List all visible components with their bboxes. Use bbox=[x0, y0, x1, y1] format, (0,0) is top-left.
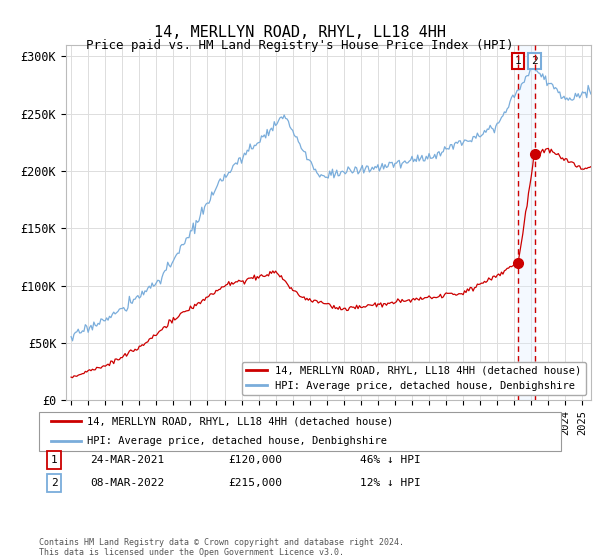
Text: Price paid vs. HM Land Registry's House Price Index (HPI): Price paid vs. HM Land Registry's House … bbox=[86, 39, 514, 52]
Text: 46% ↓ HPI: 46% ↓ HPI bbox=[360, 455, 421, 465]
Text: 14, MERLLYN ROAD, RHYL, LL18 4HH: 14, MERLLYN ROAD, RHYL, LL18 4HH bbox=[154, 25, 446, 40]
Text: 1: 1 bbox=[50, 455, 58, 465]
Text: 24-MAR-2021: 24-MAR-2021 bbox=[90, 455, 164, 465]
Text: 08-MAR-2022: 08-MAR-2022 bbox=[90, 478, 164, 488]
Text: 14, MERLLYN ROAD, RHYL, LL18 4HH (detached house): 14, MERLLYN ROAD, RHYL, LL18 4HH (detach… bbox=[87, 416, 393, 426]
Text: HPI: Average price, detached house, Denbighshire: HPI: Average price, detached house, Denb… bbox=[87, 436, 387, 446]
Text: 12% ↓ HPI: 12% ↓ HPI bbox=[360, 478, 421, 488]
Text: £120,000: £120,000 bbox=[228, 455, 282, 465]
Text: 1: 1 bbox=[515, 56, 521, 66]
Legend: 14, MERLLYN ROAD, RHYL, LL18 4HH (detached house), HPI: Average price, detached : 14, MERLLYN ROAD, RHYL, LL18 4HH (detach… bbox=[242, 362, 586, 395]
Text: Contains HM Land Registry data © Crown copyright and database right 2024.
This d: Contains HM Land Registry data © Crown c… bbox=[39, 538, 404, 557]
Text: 2: 2 bbox=[531, 56, 538, 66]
Bar bbox=[518, 45, 535, 400]
Text: £215,000: £215,000 bbox=[228, 478, 282, 488]
Text: 2: 2 bbox=[50, 478, 58, 488]
